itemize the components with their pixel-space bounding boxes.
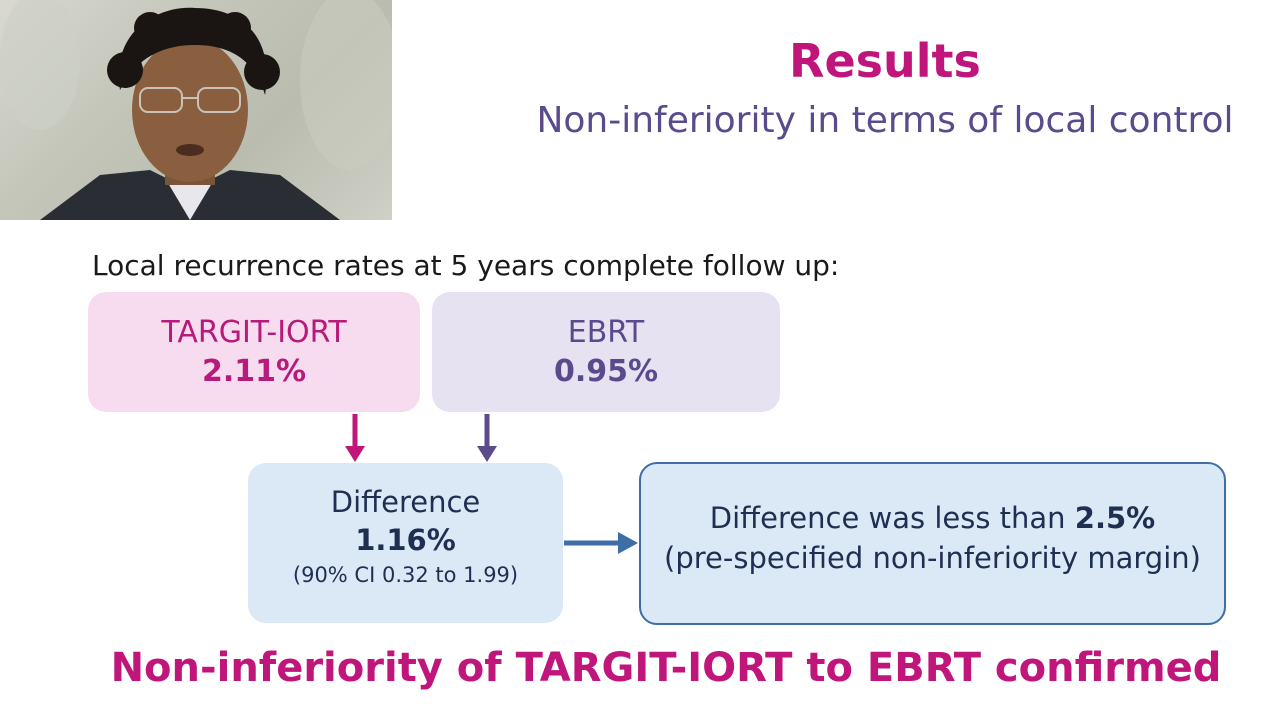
slide-subtitle: Non-inferiority in terms of local contro… [536,100,1234,141]
intro-text: Local recurrence rates at 5 years comple… [92,249,840,282]
margin-value: 2.5% [1074,501,1156,535]
targit-iort-label: TARGIT-IORT [161,315,347,350]
right-arrow [564,532,638,554]
targit-iort-box: TARGIT-IORT 2.11% [88,292,420,412]
speaker-portrait [0,0,392,220]
ebrt-label: EBRT [567,315,645,350]
targit-iort-value: 2.11% [201,354,307,389]
ebrt-box: EBRT 0.95% [432,292,780,412]
difference-ci: (90% CI 0.32 to 1.99) [292,563,519,587]
margin-line-2: (pre-specified non-inferiority margin) [664,541,1201,575]
difference-label: Difference [330,485,481,519]
ebrt-value: 0.95% [553,354,659,389]
difference-value: 1.16% [355,523,456,557]
slide-title: Results [789,34,981,88]
ebrt-down-arrow [477,414,497,462]
speaker-video [0,0,392,220]
conclusion-text: Non-inferiority of TARGIT-IORT to EBRT c… [110,645,1222,691]
difference-box: Difference 1.16% (90% CI 0.32 to 1.99) [248,463,563,623]
margin-box: Difference was less than 2.5% (pre-speci… [639,462,1226,625]
margin-line-1: Difference was less than 2.5% [641,498,1224,538]
targit-down-arrow [345,414,365,462]
margin-prefix: Difference was less than [709,501,1066,535]
